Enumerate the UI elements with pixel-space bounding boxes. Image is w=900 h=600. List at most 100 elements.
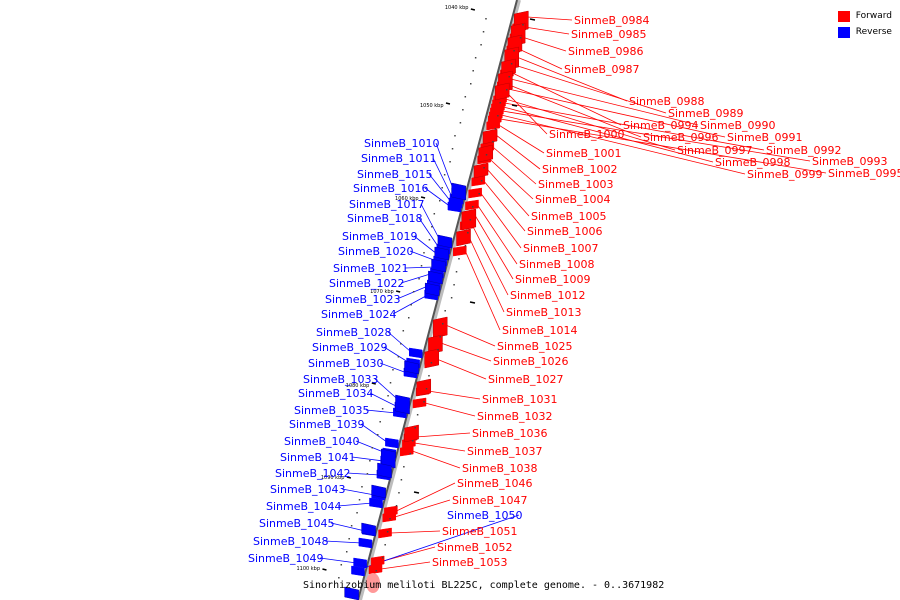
gene-block — [344, 586, 359, 600]
marker-dot — [407, 317, 410, 319]
gene-label[interactable]: SinmeB_1018 — [347, 212, 423, 225]
leader-line — [483, 180, 526, 232]
gene-label[interactable]: SinmeB_1046 — [457, 477, 533, 490]
gene-label[interactable]: SinmeB_1033 — [303, 373, 379, 386]
gene-label[interactable]: SinmeB_1041 — [280, 451, 356, 464]
gene-feature[interactable] — [351, 565, 365, 577]
gene-label[interactable]: SinmeB_1031 — [482, 393, 558, 406]
gene-label[interactable]: SinmeB_1008 — [519, 258, 595, 271]
selected-feature[interactable] — [366, 573, 380, 593]
gene-label[interactable]: SinmeB_1016 — [353, 182, 429, 195]
gene-label[interactable]: SinmeB_1015 — [357, 168, 433, 181]
gene-label[interactable]: SinmeB_0998 — [715, 156, 791, 169]
gene-feature[interactable] — [465, 199, 479, 211]
gene-label[interactable]: SinmeB_1051 — [442, 525, 518, 538]
gene-label[interactable]: SinmeB_1029 — [312, 341, 388, 354]
gene-label[interactable]: SinmeB_1025 — [497, 340, 573, 353]
gene-label[interactable]: SinmeB_1052 — [437, 541, 513, 554]
gene-feature[interactable] — [468, 187, 482, 199]
gene-feature[interactable] — [447, 201, 462, 213]
gene-label[interactable]: SinmeB_1024 — [321, 308, 397, 321]
gene-feature[interactable] — [400, 445, 414, 457]
gene-feature[interactable] — [358, 537, 373, 549]
gene-label[interactable]: SinmeB_0993 — [812, 155, 888, 168]
gene-feature[interactable] — [385, 437, 399, 449]
gene-label[interactable]: SinmeB_1005 — [531, 210, 607, 223]
gene-label[interactable]: SinmeB_1045 — [259, 517, 335, 530]
gene-label[interactable]: SinmeB_1053 — [432, 556, 508, 569]
gene-label[interactable]: SinmeB_1019 — [342, 230, 418, 243]
gene-feature[interactable] — [368, 563, 383, 575]
gene-label[interactable]: SinmeB_1032 — [477, 410, 553, 423]
gene-label[interactable]: SinmeB_1044 — [266, 500, 342, 513]
gene-label[interactable]: SinmeB_1028 — [316, 326, 392, 339]
gene-label[interactable]: SinmeB_1011 — [361, 152, 437, 165]
gene-label[interactable]: SinmeB_1038 — [462, 462, 538, 475]
gene-label[interactable]: SinmeB_0995 — [828, 167, 900, 180]
gene-feature[interactable] — [378, 527, 392, 539]
gene-label[interactable]: SinmeB_0999 — [747, 168, 823, 181]
gene-label[interactable]: SinmeB_1013 — [506, 306, 582, 319]
gene-label[interactable]: SinmeB_1039 — [289, 418, 365, 431]
gene-label[interactable]: SinmeB_1002 — [542, 163, 618, 176]
gene-label[interactable]: SinmeB_1004 — [535, 193, 611, 206]
gene-label[interactable]: SinmeB_1036 — [472, 427, 548, 440]
gene-label[interactable]: SinmeB_1022 — [329, 277, 405, 290]
gene-feature[interactable] — [353, 557, 367, 569]
marker-dot — [441, 323, 444, 325]
gene-label[interactable]: SinmeB_1049 — [248, 552, 324, 565]
gene-label[interactable]: SinmeB_1012 — [510, 289, 586, 302]
gene-label[interactable]: SinmeB_1037 — [467, 445, 543, 458]
gene-label[interactable]: SinmeB_1014 — [502, 324, 578, 337]
gene-label[interactable]: SinmeB_1027 — [488, 373, 564, 386]
gene-label[interactable]: SinmeB_1009 — [515, 273, 591, 286]
leader-line — [400, 272, 434, 284]
gene-label[interactable]: SinmeB_1007 — [523, 242, 599, 255]
gene-label[interactable]: SinmeB_0988 — [629, 95, 705, 108]
marker-dot — [358, 499, 361, 501]
gene-label[interactable]: SinmeB_1042 — [275, 467, 351, 480]
gene-label[interactable]: SinmeB_1010 — [364, 137, 440, 150]
gene-label[interactable]: SinmeB_0989 — [668, 107, 744, 120]
gene-label[interactable]: SinmeB_1026 — [493, 355, 569, 368]
gene-block — [395, 394, 410, 415]
gene-feature[interactable] — [486, 119, 500, 131]
gene-label[interactable]: SinmeB_1035 — [294, 404, 370, 417]
leader-line — [355, 440, 386, 454]
gene-label[interactable]: SinmeB_0990 — [700, 119, 776, 132]
gene-label[interactable]: SinmeB_1001 — [546, 147, 622, 160]
gene-label[interactable]: SinmeB_1050 — [447, 509, 523, 522]
gene-label[interactable]: SinmeB_0984 — [574, 14, 650, 27]
gene-label[interactable]: SinmeB_1034 — [298, 387, 374, 400]
gene-label[interactable]: SinmeB_1000 — [549, 128, 625, 141]
gene-label[interactable]: SinmeB_1023 — [325, 293, 401, 306]
gene-label[interactable]: SinmeB_1003 — [538, 178, 614, 191]
gene-label[interactable]: SinmeB_1043 — [270, 483, 346, 496]
gene-label[interactable]: SinmeB_0997 — [677, 144, 753, 157]
gene-label[interactable]: SinmeB_1021 — [333, 262, 409, 275]
gene-label[interactable]: SinmeB_0996 — [643, 131, 719, 144]
gene-feature[interactable] — [412, 397, 427, 409]
gene-feature[interactable] — [369, 497, 383, 509]
marker-dot — [400, 343, 402, 345]
gene-label[interactable]: SinmeB_1040 — [284, 435, 360, 448]
gene-label[interactable]: SinmeB_1047 — [452, 494, 528, 507]
gene-label[interactable]: SinmeB_0994 — [623, 119, 699, 132]
gene-feature[interactable] — [370, 555, 385, 567]
gene-label[interactable]: SinmeB_0991 — [727, 131, 803, 144]
gene-feature[interactable] — [453, 245, 467, 257]
gene-feature[interactable] — [382, 511, 397, 523]
gene-label[interactable]: SinmeB_1030 — [308, 357, 384, 370]
gene-label[interactable]: SinmeB_0987 — [564, 63, 640, 76]
tick-mark — [420, 196, 426, 199]
gene-label[interactable]: SinmeB_0985 — [571, 28, 647, 41]
gene-block — [428, 270, 443, 285]
gene-feature[interactable] — [409, 347, 423, 359]
gene-label[interactable]: SinmeB_1020 — [338, 245, 414, 258]
gene-label[interactable]: SinmeB_0992 — [766, 144, 842, 157]
gene-label[interactable]: SinmeB_0986 — [568, 45, 644, 58]
gene-label[interactable]: SinmeB_1006 — [527, 225, 603, 238]
gene-label[interactable]: SinmeB_1017 — [349, 198, 425, 211]
gene-label[interactable]: SinmeB_1048 — [253, 535, 329, 548]
gene-block — [482, 128, 498, 145]
